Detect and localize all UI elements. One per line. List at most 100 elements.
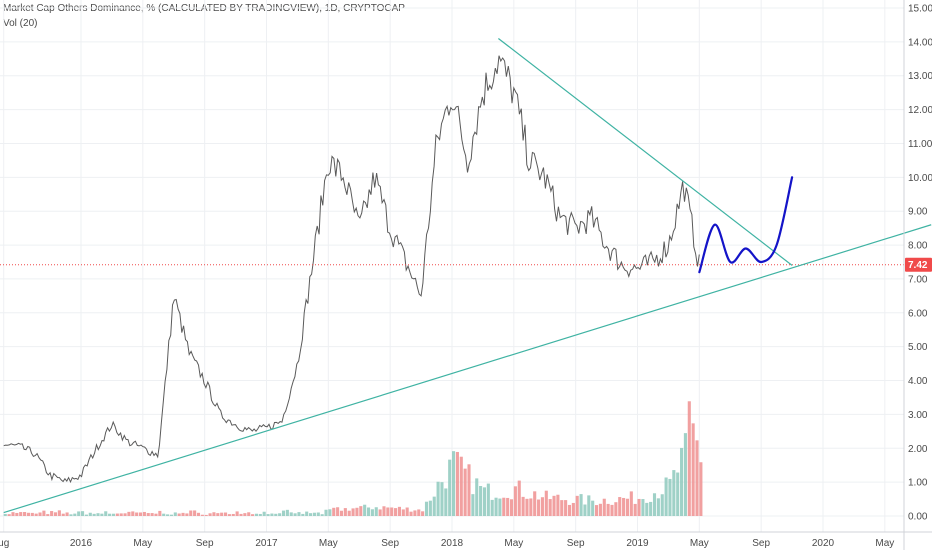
volume-bar — [687, 401, 691, 516]
volume-bar — [166, 514, 170, 516]
y-tick-label: 12.00 — [908, 105, 932, 116]
volume-bar — [339, 510, 344, 516]
volume-bar — [641, 499, 645, 516]
price-line — [3, 55, 700, 484]
volume-bar — [606, 503, 610, 516]
y-tick-label: 15.00 — [908, 4, 932, 15]
volume-bar — [220, 512, 224, 516]
volume-bar — [57, 510, 61, 516]
volume-indicator-label[interactable]: Vol (20) — [3, 18, 38, 29]
volume-bar — [324, 509, 328, 516]
volume-bar — [645, 502, 649, 516]
y-tick-label: 13.00 — [908, 71, 932, 82]
volume-bar — [177, 513, 181, 516]
volume-bar — [591, 500, 595, 516]
volume-bar — [212, 512, 216, 516]
volume-bar — [498, 498, 502, 516]
volume-bar — [309, 513, 313, 516]
volume-bar — [293, 513, 297, 516]
volume-bar — [270, 513, 274, 516]
volume-bar — [312, 512, 316, 516]
volume-bar — [154, 513, 158, 516]
volume-bar — [223, 512, 228, 516]
volume-bar — [50, 511, 54, 516]
last-price-tag-label: 7.42 — [908, 260, 928, 271]
x-tick-label: 2020 — [812, 538, 835, 549]
volume-bar — [537, 499, 541, 516]
volume-bar — [394, 508, 398, 516]
volume-bar — [455, 451, 459, 516]
volume-bar — [587, 495, 591, 516]
volume-bar — [652, 493, 657, 516]
volume-bar — [517, 480, 521, 516]
volume-bar — [189, 510, 193, 516]
volume-bar — [610, 504, 614, 516]
volume-bar — [359, 506, 363, 516]
volume-bar — [111, 513, 116, 516]
volume-bar — [53, 512, 58, 516]
volume-bar — [301, 513, 305, 516]
volume-bar — [88, 512, 92, 516]
volume-bar — [96, 513, 100, 516]
volume-bar — [583, 504, 587, 516]
price-series — [0, 55, 904, 484]
volume-bar — [46, 514, 50, 516]
volume-bar — [625, 498, 630, 516]
volume-bar — [459, 456, 463, 516]
volume-bar — [281, 510, 286, 516]
volume-bar — [409, 511, 413, 516]
volume-bar — [158, 510, 162, 516]
volume-bar — [26, 512, 30, 516]
volume-bar — [142, 511, 146, 516]
volume-bar — [235, 511, 239, 516]
projection-drawing[interactable] — [698, 176, 794, 274]
volume-bar — [691, 423, 695, 516]
x-tick-label: May — [875, 538, 894, 549]
volume-bar — [482, 487, 487, 516]
y-tick-label: 11.00 — [908, 139, 932, 150]
volume-bar — [19, 512, 23, 516]
y-tick-label: 5.00 — [908, 342, 928, 353]
volume-bar — [119, 513, 123, 516]
volume-bar — [266, 514, 270, 516]
trendlines[interactable] — [3, 38, 932, 514]
volume-bar — [81, 511, 85, 516]
x-tick-label: May — [319, 538, 338, 549]
volume-bar — [494, 497, 498, 516]
volume-bar — [278, 513, 282, 516]
projection-curve — [698, 176, 794, 274]
x-tick-label: May — [690, 538, 709, 549]
volume-bar — [84, 514, 88, 516]
volume-bar — [467, 464, 471, 516]
volume-bar — [320, 514, 324, 516]
volume-bar — [475, 478, 479, 516]
volume-bar — [208, 513, 212, 516]
volume-bar — [533, 491, 537, 516]
y-tick-label: 0.00 — [908, 512, 928, 523]
x-tick-label: 2017 — [255, 538, 278, 549]
volume-bar — [138, 512, 143, 516]
volume-bar — [618, 497, 622, 516]
volume-bar — [162, 513, 166, 516]
volume-bar — [336, 507, 340, 516]
volume-bar — [297, 512, 301, 516]
volume-bar — [633, 503, 637, 516]
volume-bar — [571, 502, 575, 516]
y-tick-label: 8.00 — [908, 241, 928, 252]
volume-bar — [173, 512, 177, 516]
trendline-support — [3, 224, 932, 514]
volume-bar — [127, 511, 131, 516]
volume-bar — [193, 510, 197, 516]
trendline-resistance — [498, 38, 793, 266]
volume-bar — [490, 499, 494, 516]
x-tick-label: May — [133, 538, 152, 549]
y-tick-label: 14.00 — [908, 37, 932, 48]
volume-bar — [289, 512, 293, 516]
volume-bar — [204, 514, 208, 516]
volume-bar — [77, 511, 81, 516]
volume-bar — [23, 512, 27, 516]
volume-bar — [556, 494, 560, 516]
volume-bar — [676, 472, 680, 516]
volume-bar — [428, 500, 432, 516]
